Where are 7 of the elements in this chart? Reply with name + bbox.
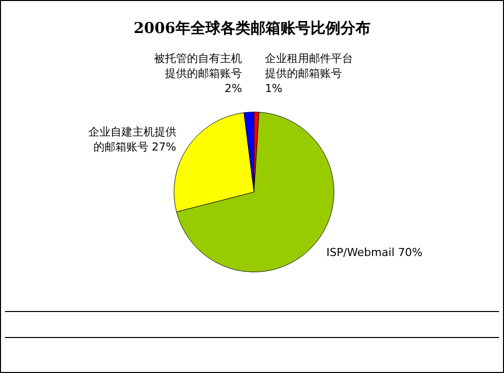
slice-label: 企业自建主机提供的邮箱账号 27% <box>88 126 176 154</box>
chart-title: 2006年全球各类邮箱账号比例分布 <box>132 19 372 38</box>
data-label: 2% <box>224 82 242 96</box>
slice-label: ISP/Webmail 70% <box>326 246 422 259</box>
slice-label: 企业租用邮件平台提供的邮箱账号 <box>264 52 353 80</box>
slice-label: 被托管的自有主机提供的邮箱账号 <box>154 52 242 80</box>
data-label: 1% <box>264 82 282 96</box>
